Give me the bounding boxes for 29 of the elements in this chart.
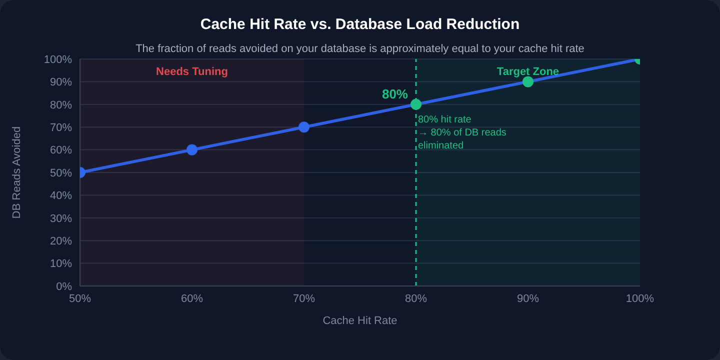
y-axis-title: DB Reads Avoided <box>10 126 23 219</box>
chart-subtitle: The fraction of reads avoided on your database is approximately equal to your cache hit rate <box>134 43 586 55</box>
band-label: Target Zone <box>496 66 560 78</box>
point <box>186 144 198 156</box>
point <box>410 98 422 110</box>
point <box>298 122 310 133</box>
y-tick-label: 0% <box>56 280 72 293</box>
x-tick-label: 90% <box>516 292 540 305</box>
y-tick-label: 40% <box>50 190 72 202</box>
y-tick-label: 80% <box>50 99 72 112</box>
x-axis-title: Cache Hit Rate <box>322 315 398 327</box>
chart-title: Cache Hit Rate vs. Database Load Reduction <box>199 16 521 33</box>
y-tick-label: 10% <box>50 258 72 270</box>
y-tick-label: 90% <box>50 76 72 89</box>
x-tick-label: 50% <box>68 292 92 305</box>
x-tick-label: 60% <box>180 292 204 305</box>
y-tick-label: 70% <box>50 122 72 134</box>
y-tick-label: 20% <box>50 236 72 248</box>
y-tick-label: 60% <box>50 144 72 157</box>
point <box>522 76 534 88</box>
y-tick-label: 30% <box>50 212 72 225</box>
x-tick-label: 100% <box>626 292 654 305</box>
y-tick-label: 100% <box>44 54 72 66</box>
annotation: 80% <box>382 86 408 102</box>
band-label: Needs Tuning <box>156 66 228 78</box>
x-tick-label: 70% <box>292 292 316 305</box>
x-tick-label: 80% <box>404 292 428 305</box>
annotation: 80% hit rate → 80% of DB reads eliminated <box>418 114 506 152</box>
y-tick-label: 50% <box>50 167 72 180</box>
